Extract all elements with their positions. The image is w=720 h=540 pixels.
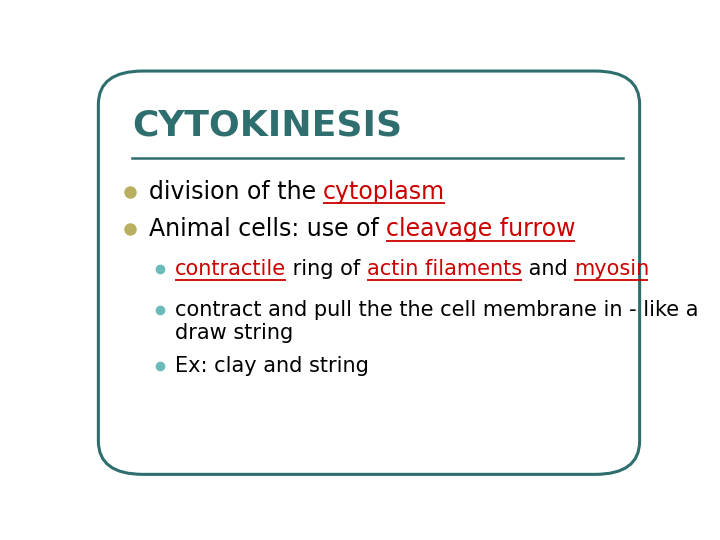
Text: cleavage furrow: cleavage furrow (386, 217, 575, 241)
Text: myosin: myosin (575, 259, 649, 279)
Text: contractile: contractile (175, 259, 286, 279)
Text: division of the: division of the (148, 180, 323, 204)
Text: draw string: draw string (175, 323, 293, 343)
Text: contract and pull the the cell membrane in - like a: contract and pull the the cell membrane … (175, 300, 698, 320)
Text: ring of: ring of (286, 259, 366, 279)
Text: Ex: clay and string: Ex: clay and string (175, 356, 369, 376)
Text: and: and (522, 259, 575, 279)
FancyBboxPatch shape (99, 71, 639, 474)
Text: CYTOKINESIS: CYTOKINESIS (132, 108, 402, 142)
Text: cytoplasm: cytoplasm (323, 180, 446, 204)
Text: Animal cells: use of: Animal cells: use of (148, 217, 386, 241)
Text: actin filaments: actin filaments (366, 259, 522, 279)
